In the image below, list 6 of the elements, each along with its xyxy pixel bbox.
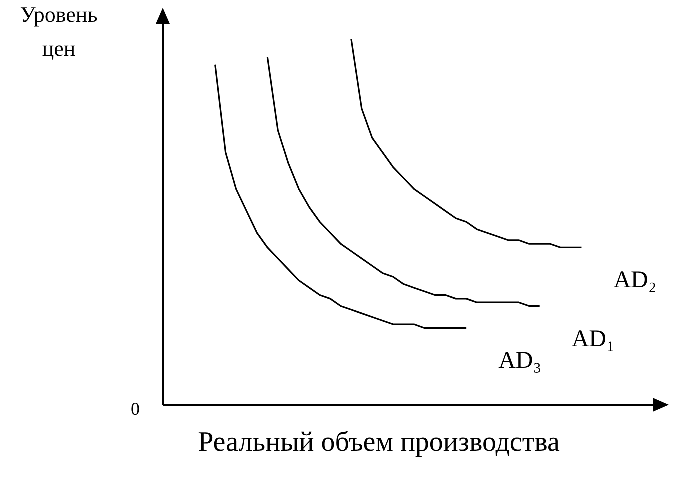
series-label: AD₂ <box>614 268 657 294</box>
y-axis-title: Уровень цен <box>19 1 99 63</box>
x-axis-title: Реальный объем производства <box>197 427 561 459</box>
text: 0 <box>131 399 140 420</box>
series-label: AD₃ <box>498 348 542 374</box>
series-label: AD₁ <box>572 326 615 352</box>
